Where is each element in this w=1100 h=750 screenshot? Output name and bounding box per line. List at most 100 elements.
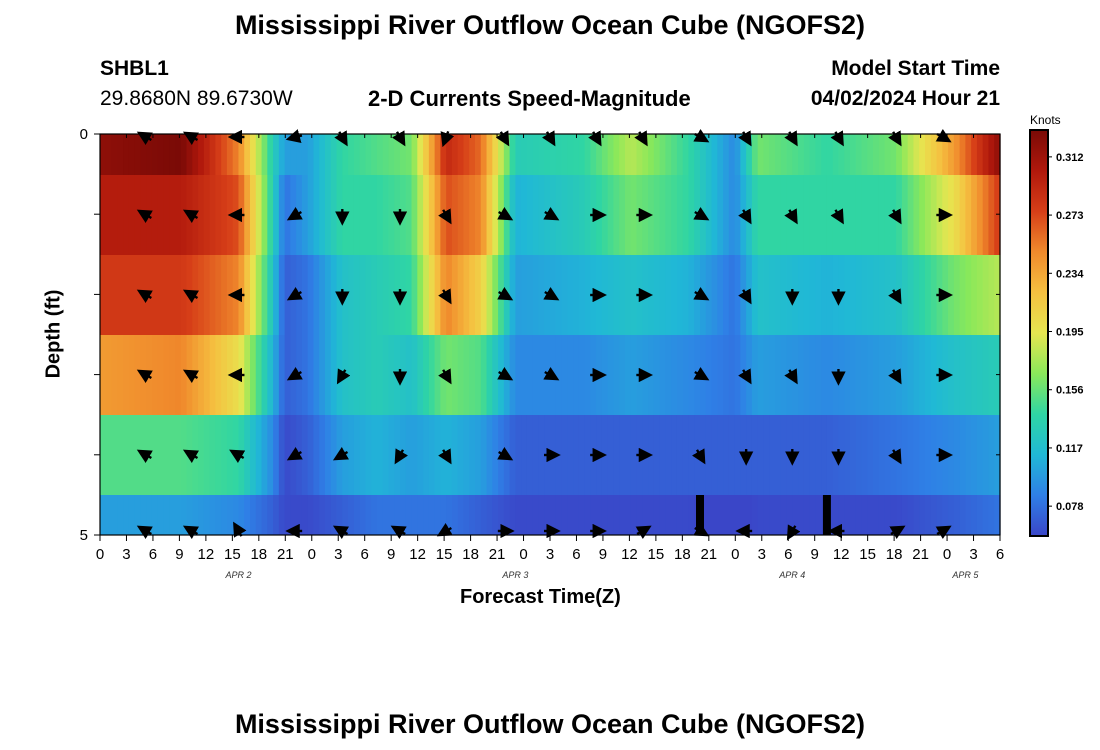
colorbar-tick-label: 0.234 (1056, 268, 1084, 280)
heatmap-cell (273, 134, 280, 175)
heatmap-cell (469, 134, 476, 175)
current-vector-arrow (693, 522, 710, 537)
missing-data-gap (696, 495, 704, 535)
current-vector-arrow (889, 525, 906, 540)
heatmap-cell (175, 415, 182, 495)
heatmap-cell (388, 134, 395, 175)
heatmap-cell (469, 415, 476, 495)
heatmap-cell (665, 495, 672, 535)
heatmap-cell (382, 495, 390, 535)
current-vector-arrow (286, 446, 303, 461)
x-tick-label: 9 (599, 546, 607, 563)
heatmap-cell (619, 415, 626, 495)
heatmap-cell (792, 134, 799, 175)
heatmap-cell (475, 175, 482, 255)
heatmap-cell (371, 495, 378, 535)
heatmap-cell (567, 175, 574, 255)
heatmap-cell (919, 335, 926, 415)
heatmap-cell (100, 255, 107, 335)
heatmap-cell (976, 415, 984, 495)
heatmap-cell (613, 134, 620, 175)
heatmap-cell (250, 175, 257, 255)
x-tick-label: 12 (833, 546, 850, 563)
current-vector-arrow (935, 128, 952, 143)
heatmap-cell (965, 175, 972, 255)
heatmap-cell (451, 415, 459, 495)
heatmap-cell (330, 495, 338, 535)
heatmap-cell (417, 134, 424, 175)
heatmap-cell (642, 134, 649, 175)
heatmap-cell (255, 335, 263, 415)
heatmap-cell (780, 495, 788, 535)
heatmap-cell (815, 175, 822, 255)
heatmap-cell (728, 134, 736, 175)
heatmap-cell (994, 175, 1001, 255)
heatmap-cell (175, 495, 182, 535)
heatmap-cell (953, 415, 961, 495)
heatmap-cell (140, 134, 147, 175)
heatmap-cell (798, 255, 805, 335)
heatmap-cell (359, 255, 366, 335)
heatmap-cell (919, 175, 926, 255)
heatmap-cell (255, 415, 263, 495)
heatmap-cell (232, 134, 240, 175)
heatmap-cell (561, 255, 568, 335)
current-vector-arrow (332, 446, 350, 461)
heatmap-cell (105, 335, 113, 415)
heatmap-cell (382, 255, 390, 335)
heatmap-cell (226, 255, 234, 335)
heatmap-cell (134, 175, 141, 255)
heatmap-cell (555, 415, 563, 495)
heatmap-cell (348, 134, 355, 175)
heatmap-cell (273, 335, 280, 415)
heatmap-cell (901, 134, 909, 175)
heatmap-cell (809, 134, 816, 175)
heatmap-cell (717, 415, 724, 495)
heatmap-cell (284, 134, 291, 175)
heatmap-cell (100, 175, 107, 255)
heatmap-cell (688, 175, 695, 255)
current-vector-arrow (136, 449, 153, 464)
heatmap-cell (567, 415, 574, 495)
heatmap-cell (163, 335, 170, 415)
heatmap-cell (728, 255, 736, 335)
heatmap-cell (878, 335, 886, 415)
heatmap-cell (625, 255, 632, 335)
heatmap-cell (250, 255, 257, 335)
heatmap-cell (988, 255, 995, 335)
heatmap-cell (457, 495, 465, 535)
heatmap-cell (803, 175, 811, 255)
heatmap-cell (296, 134, 303, 175)
heatmap-cell (151, 335, 159, 415)
heatmap-cell (192, 495, 199, 535)
heatmap-cell (521, 175, 528, 255)
heatmap-cell (890, 495, 897, 535)
heatmap-cell (151, 255, 159, 335)
heatmap-cell (976, 255, 984, 335)
heatmap-cell (359, 335, 366, 415)
current-vector-arrow (440, 130, 455, 148)
heatmap-cell (434, 495, 441, 535)
heatmap-cell (763, 335, 770, 415)
heatmap-cell (567, 495, 574, 535)
colorbar-tick-label: 0.078 (1056, 501, 1084, 513)
current-vector-arrow (497, 286, 514, 301)
heatmap-cell (942, 134, 949, 175)
heatmap-cell (809, 175, 816, 255)
heatmap-cell (267, 175, 274, 255)
heatmap-cell (769, 134, 776, 175)
heatmap-cell (186, 134, 193, 175)
x-tick-label: 15 (224, 546, 241, 563)
heatmap-cell (757, 335, 765, 415)
heatmap-cell (711, 175, 718, 255)
current-vector-arrow (390, 525, 407, 540)
heatmap-cell (480, 134, 488, 175)
heatmap-cell (850, 175, 857, 255)
heatmap-cell (273, 415, 280, 495)
heatmap-cell (307, 134, 315, 175)
heatmap-cell (850, 255, 857, 335)
heatmap-cell (688, 495, 695, 535)
heatmap-cell (723, 175, 730, 255)
heatmap-cell (544, 134, 551, 175)
heatmap-cell (492, 495, 499, 535)
